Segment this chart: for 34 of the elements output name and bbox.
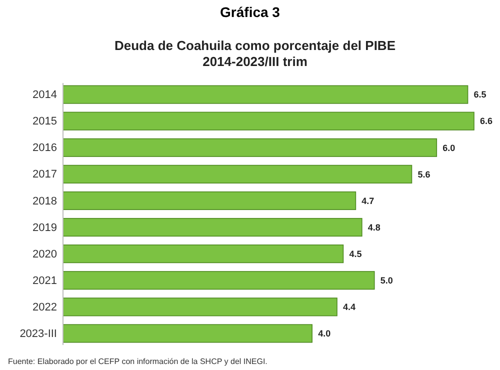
bar (62, 191, 356, 210)
data-label: 4.5 (349, 248, 362, 259)
chart-subtitle: 2014-2023/III trim (202, 54, 308, 69)
data-label: 6.0 (442, 142, 456, 153)
y-tick-label: 2018 (32, 195, 57, 208)
y-tick-label: 2016 (32, 142, 57, 154)
bar (62, 324, 312, 343)
data-label: 5.6 (418, 169, 430, 180)
data-label: 4.8 (368, 222, 380, 232)
data-label: 4.4 (343, 302, 356, 312)
y-tick-label: 2014 (32, 89, 57, 102)
source-note: Fuente: Elaborado por el CEFP con información de la SHCP y del INEGI. (8, 357, 268, 366)
bar (62, 271, 375, 290)
data-label: 5.0 (380, 276, 393, 286)
bar (62, 298, 338, 316)
bar (62, 112, 474, 130)
y-tick-label: 2020 (32, 248, 57, 260)
y-tick-label: 2015 (32, 116, 57, 128)
bar (62, 138, 438, 157)
y-tick-label: 2017 (32, 168, 57, 181)
bar (62, 164, 412, 184)
y-tick-label: 2023-III (20, 328, 57, 340)
text: Gráfica 3 (220, 4, 280, 20)
bar (62, 218, 362, 237)
data-label: 4.7 (362, 196, 374, 206)
y-tick-label: 2021 (32, 274, 57, 287)
y-tick-label: 2019 (32, 222, 57, 234)
data-label: 6.6 (480, 116, 493, 126)
data-label: 4.0 (318, 328, 331, 339)
data-label: 6.5 (474, 90, 486, 100)
bar (62, 85, 468, 104)
y-tick-label: 2022 (32, 301, 57, 314)
bar (62, 244, 344, 264)
chart-title: Deuda de Coahuila como porcentaje del PIBE (114, 38, 396, 53)
